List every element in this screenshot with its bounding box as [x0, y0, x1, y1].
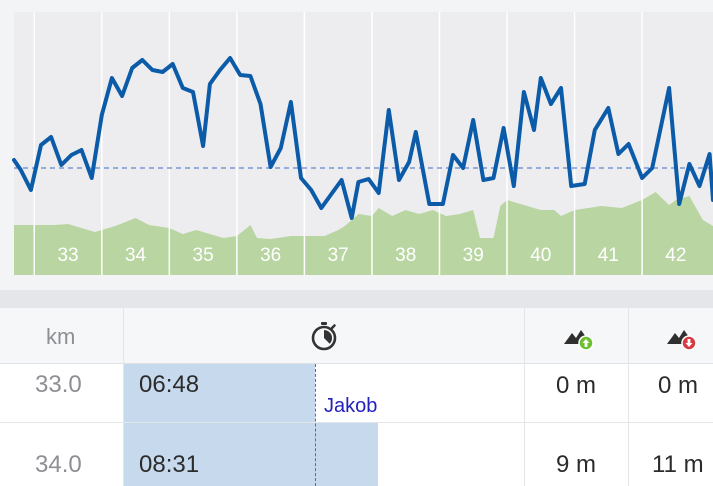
split-time: 08:31: [139, 451, 200, 478]
mountain-down-icon[interactable]: [666, 322, 700, 352]
km-tick-label: 41: [598, 245, 619, 266]
split-descent: 0 m: [658, 372, 699, 399]
split-km: 34.0: [35, 451, 82, 478]
section-divider: [0, 290, 713, 308]
km-tick-label: 34: [125, 245, 147, 266]
column-divider: [628, 308, 629, 486]
km-column-header[interactable]: km: [46, 324, 76, 349]
split-time: 06:48: [139, 371, 200, 398]
km-tick-label: 39: [463, 245, 484, 266]
split-time-bar: [124, 423, 378, 486]
split-time-bar: [124, 364, 315, 422]
splits-table: km 33.0 06:48 0 m 0 m 34.0 08:31 9 m 11 …: [0, 308, 713, 486]
split-km: 33.0: [35, 371, 82, 398]
row-divider: [0, 422, 713, 423]
km-tick-label: 37: [328, 245, 349, 266]
km-tick-label: 36: [260, 245, 281, 266]
table-header: [0, 308, 713, 364]
split-ascent: 9 m: [556, 451, 597, 478]
runner-label[interactable]: Jakob: [322, 395, 381, 421]
split-descent: 11 m: [652, 451, 704, 478]
km-tick-label: 35: [193, 245, 214, 266]
chart-canvas: 33 34 35 36 37 38 39 40 41 42: [12, 12, 713, 275]
pace-line: [12, 56, 713, 220]
split-ascent: 0 m: [556, 372, 597, 399]
km-tick-label: 38: [395, 245, 416, 266]
column-divider: [524, 308, 525, 486]
pace-elevation-chart: 33 34 35 36 37 38 39 40 41 42: [12, 12, 713, 275]
stopwatch-icon[interactable]: [310, 321, 338, 351]
column-divider: [123, 308, 124, 486]
km-tick-label: 40: [530, 245, 551, 266]
mountain-up-icon[interactable]: [563, 322, 597, 352]
km-tick-label: 33: [57, 245, 78, 266]
elevation-area: [14, 192, 713, 275]
runner-marker-line: [315, 364, 316, 486]
km-tick-label: 42: [665, 245, 686, 266]
